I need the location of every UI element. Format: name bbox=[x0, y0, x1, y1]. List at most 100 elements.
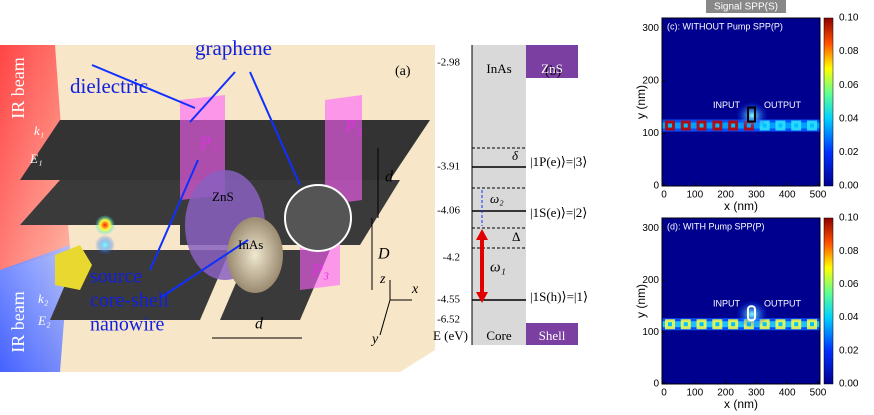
level-value: -3.91 bbox=[437, 161, 460, 173]
x-tick-label: 500 bbox=[810, 388, 827, 399]
field-node bbox=[794, 124, 798, 128]
field-node bbox=[810, 124, 814, 128]
colorbar-tick-label: 0.06 bbox=[839, 279, 859, 290]
colorbar-tick-label: 0.10 bbox=[839, 13, 859, 24]
y-tick-label: 100 bbox=[642, 128, 659, 139]
y-tick-label: 300 bbox=[642, 223, 659, 234]
label: E₁ bbox=[29, 151, 42, 166]
label: graphene bbox=[195, 36, 272, 60]
panel-a: (a) IR beam IR beam dielectric graphene … bbox=[0, 36, 435, 372]
field-node bbox=[731, 322, 735, 326]
colorbar-tick-label: 0.00 bbox=[839, 379, 859, 390]
title: (c): WITHOUT Pump SPP(P) bbox=[667, 21, 783, 31]
label: d bbox=[255, 316, 264, 333]
colorbar-tick-label: 0.10 bbox=[839, 213, 859, 224]
field-node bbox=[668, 124, 672, 128]
label: InAs bbox=[238, 237, 263, 252]
x-axis-label: x (nm) bbox=[724, 199, 758, 213]
level-value: -4.55 bbox=[437, 294, 460, 306]
source-field bbox=[95, 235, 115, 255]
x-axis-label: x (nm) bbox=[724, 397, 758, 411]
level-value: -4.06 bbox=[437, 205, 460, 217]
label: y bbox=[370, 332, 379, 347]
panel-b: (b) InAs ZnS |1P(e)⟩=|3⟩ |1S(e)⟩=|2⟩ |1S… bbox=[433, 45, 588, 345]
label: d bbox=[385, 169, 394, 186]
title: (d): WITH Pump SPP(P) bbox=[667, 221, 765, 231]
colorbar-tick-label: 0.06 bbox=[839, 80, 859, 91]
x-tick-label: 400 bbox=[779, 190, 796, 201]
field-node bbox=[684, 124, 688, 128]
colorbar-tick-label: 0.02 bbox=[839, 345, 859, 356]
label: D bbox=[377, 246, 390, 263]
zoom-circle bbox=[285, 185, 351, 251]
x-tick-label: 100 bbox=[686, 190, 703, 201]
label: INPUT bbox=[713, 100, 741, 110]
label: Shell bbox=[539, 328, 566, 343]
colorbar-tick-label: 0.02 bbox=[839, 147, 859, 158]
label: nanowire bbox=[90, 314, 165, 336]
label: δ bbox=[512, 148, 519, 163]
label: INPUT bbox=[713, 299, 741, 309]
colorbar-tick-label: 0.04 bbox=[839, 312, 859, 323]
figure: (a) IR beam IR beam dielectric graphene … bbox=[0, 0, 874, 415]
level-value: -4.2 bbox=[443, 252, 460, 264]
y-tick-label: 200 bbox=[642, 76, 659, 87]
state: |1P(e)⟩=|3⟩ bbox=[530, 154, 587, 169]
source-field bbox=[95, 215, 115, 235]
x-tick-label: 400 bbox=[779, 388, 796, 399]
colorbar-tick-label: 0.04 bbox=[839, 113, 859, 124]
label: Δ bbox=[512, 229, 520, 244]
label: ZnS bbox=[212, 189, 234, 204]
state: |1S(h)⟩=|1⟩ bbox=[530, 289, 588, 304]
x-tick-label: 500 bbox=[810, 190, 827, 201]
y-tick-label: 0 bbox=[653, 181, 659, 192]
label: k₂ bbox=[38, 291, 49, 306]
field-node bbox=[715, 124, 719, 128]
label: OUTPUT bbox=[764, 299, 802, 309]
field-node bbox=[731, 124, 735, 128]
panel-d: INPUTOUTPUT(d): WITH Pump SPP(P)01002003… bbox=[634, 213, 859, 412]
label: source bbox=[90, 266, 142, 288]
label: Core bbox=[486, 328, 512, 343]
y-tick-label: 0 bbox=[653, 379, 659, 390]
axis-label: E (eV) bbox=[433, 328, 468, 343]
y-tick-label: 300 bbox=[642, 23, 659, 34]
state: |1S(e)⟩=|2⟩ bbox=[530, 205, 587, 220]
colorbar-tick-label: 0.00 bbox=[839, 181, 859, 192]
y-tick-label: 100 bbox=[642, 327, 659, 338]
label: ω₂ bbox=[490, 191, 504, 206]
label: z bbox=[379, 272, 386, 287]
y-axis-label: y (nm) bbox=[634, 284, 648, 318]
field-node bbox=[715, 322, 719, 326]
field-node bbox=[668, 322, 672, 326]
label: core-shell bbox=[90, 290, 169, 312]
field-node bbox=[778, 124, 782, 128]
inas-core bbox=[227, 217, 283, 293]
label: P₃ bbox=[311, 260, 329, 280]
field-node bbox=[700, 322, 704, 326]
label: k₁ bbox=[34, 123, 44, 138]
field-node bbox=[700, 124, 704, 128]
colorbar bbox=[824, 218, 833, 384]
label: P₁ bbox=[199, 133, 217, 153]
level-value: -2.98 bbox=[437, 57, 460, 69]
label: E₂ bbox=[37, 313, 51, 328]
level-value: -6.52 bbox=[437, 314, 460, 326]
x-tick-label: 100 bbox=[686, 388, 703, 399]
label: OUTPUT bbox=[764, 100, 802, 110]
label: P₂ bbox=[344, 116, 362, 136]
y-axis-label: y (nm) bbox=[634, 85, 648, 119]
label: InAs bbox=[486, 61, 511, 76]
colorbar bbox=[824, 18, 833, 186]
x-tick-label: 0 bbox=[661, 190, 667, 201]
label: dielectric bbox=[70, 74, 148, 98]
field-node bbox=[794, 322, 798, 326]
panel-label: (a) bbox=[395, 64, 411, 79]
label: ZnS bbox=[541, 61, 563, 76]
field-node bbox=[778, 322, 782, 326]
label: ω₁ bbox=[490, 259, 506, 275]
field-node bbox=[810, 322, 814, 326]
colorbar-tick-label: 0.08 bbox=[839, 46, 859, 57]
colorbar-tick-label: 0.08 bbox=[839, 246, 859, 257]
